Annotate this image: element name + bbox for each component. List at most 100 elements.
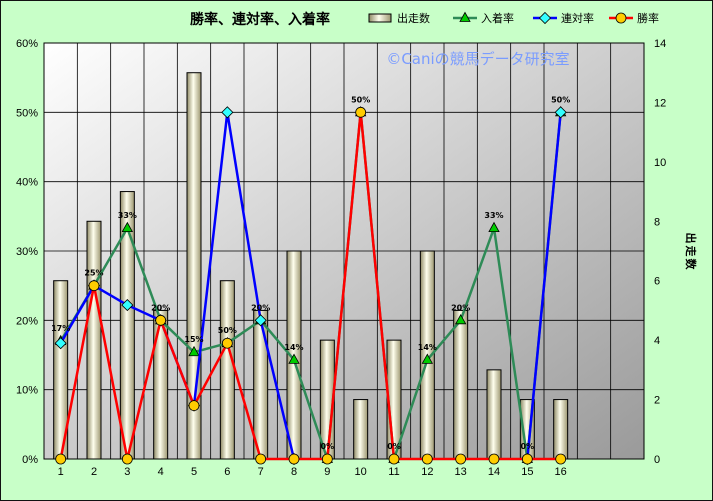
x-tick: 10 — [355, 466, 367, 478]
marker-circle — [255, 453, 267, 465]
legend-marker — [459, 11, 471, 22]
data-label: 0% — [387, 442, 401, 451]
marker-circle — [355, 106, 367, 118]
bar-13 — [453, 309, 469, 460]
y-left-tick: 20% — [16, 315, 38, 327]
series-line — [59, 111, 562, 461]
y-right-label-char: 数 — [684, 259, 698, 271]
y-right-tick: 4 — [654, 335, 660, 347]
x-tick: 16 — [555, 466, 567, 478]
marker-circle — [388, 453, 400, 465]
legend-label: 出走数 — [397, 11, 430, 25]
marker-circle — [555, 453, 567, 465]
y-left-tick: 10% — [16, 385, 38, 397]
marker-circle — [488, 453, 500, 465]
marker-circle — [55, 453, 67, 465]
legend: 出走数 入着率 連対率 勝率 — [368, 11, 659, 25]
y-left-tick: 60% — [16, 38, 38, 50]
bar-4 — [153, 309, 169, 460]
marker-diamond — [54, 337, 67, 350]
y-right-label-char: 走 — [684, 245, 698, 257]
bar-16 — [553, 399, 569, 460]
y-left-tick: 30% — [16, 246, 38, 258]
y-left-tick: 50% — [16, 107, 38, 119]
y-right-label: 出走数 — [684, 233, 698, 271]
marker-diamond — [554, 106, 567, 119]
series-3 — [55, 106, 567, 465]
legend-marker — [538, 11, 552, 25]
y-right-tick: 0 — [654, 454, 660, 466]
bar-6 — [219, 280, 235, 460]
legend-label: 入着率 — [481, 11, 514, 25]
data-label: 20% — [451, 303, 470, 312]
x-tick: 5 — [191, 466, 197, 478]
x-tick: 6 — [224, 466, 230, 478]
chart-title: 勝率、連対率、入着率 — [190, 11, 330, 28]
data-label: 50% — [551, 95, 570, 104]
marker-circle — [521, 453, 533, 465]
marker-circle — [455, 453, 467, 465]
data-label: 0% — [321, 442, 335, 451]
data-label: 50% — [351, 95, 370, 104]
x-tick: 2 — [91, 466, 97, 478]
data-label: 25% — [84, 269, 103, 278]
y-right-tick: 8 — [654, 216, 660, 228]
marker-circle — [321, 453, 333, 465]
x-tick: 14 — [488, 466, 500, 478]
marker-diamond — [121, 299, 134, 312]
data-label: 20% — [251, 303, 270, 312]
data-labels-group: 17% 25% 33% 20% 15% 50% 20% 14% 0% 50% 0% 14% 20% 33%… — [51, 95, 570, 451]
watermark: ©Caniの競馬データ研究室 — [386, 50, 569, 68]
x-tick: 8 — [291, 466, 297, 478]
y-right-tick: 14 — [654, 38, 666, 50]
data-label: 20% — [151, 303, 170, 312]
marker-triangle — [188, 345, 200, 357]
marker-circle — [188, 400, 200, 412]
data-label: 33% — [118, 211, 137, 220]
bar-7 — [253, 309, 269, 460]
marker-circle — [421, 453, 433, 465]
legend-swatch-bar — [368, 13, 392, 23]
bar-10 — [353, 399, 369, 460]
marker-diamond — [221, 106, 234, 119]
marker-triangle — [488, 221, 500, 233]
marker-circle — [88, 280, 100, 292]
x-tick: 3 — [124, 466, 130, 478]
y-right-tick: 2 — [654, 395, 660, 407]
marker-circle — [121, 453, 133, 465]
x-tick: 13 — [455, 466, 467, 478]
data-label: 17% — [51, 324, 70, 333]
marker-circle — [221, 337, 233, 349]
lines-group — [54, 106, 567, 466]
data-label: 0% — [521, 442, 535, 451]
bar-2 — [86, 220, 102, 460]
marker-triangle — [121, 221, 134, 233]
marker-circle — [288, 453, 300, 465]
marker-triangle — [421, 353, 434, 364]
data-label: 50% — [218, 326, 237, 335]
x-tick: 1 — [58, 466, 64, 478]
marker-diamond — [254, 314, 267, 327]
marker-triangle — [288, 353, 300, 364]
legend-marker — [615, 12, 627, 24]
marker-triangle — [454, 314, 467, 325]
series-line — [526, 112, 562, 460]
data-label: 14% — [418, 343, 437, 352]
y-right-tick: 12 — [654, 97, 666, 109]
x-tick: 9 — [324, 466, 330, 478]
data-label: 14% — [284, 343, 303, 352]
y-right-tick: 6 — [654, 276, 660, 288]
x-tick: 15 — [521, 466, 533, 478]
x-tick: 7 — [258, 466, 264, 478]
x-tick: 4 — [158, 466, 164, 478]
y-left-tick: 40% — [16, 177, 38, 189]
legend-label: 連対率 — [561, 11, 594, 25]
data-label: 15% — [184, 335, 203, 344]
x-tick: 12 — [421, 466, 433, 478]
series-line — [59, 111, 561, 461]
y-left-tick: 0% — [22, 454, 38, 466]
x-tick: 11 — [388, 466, 399, 478]
